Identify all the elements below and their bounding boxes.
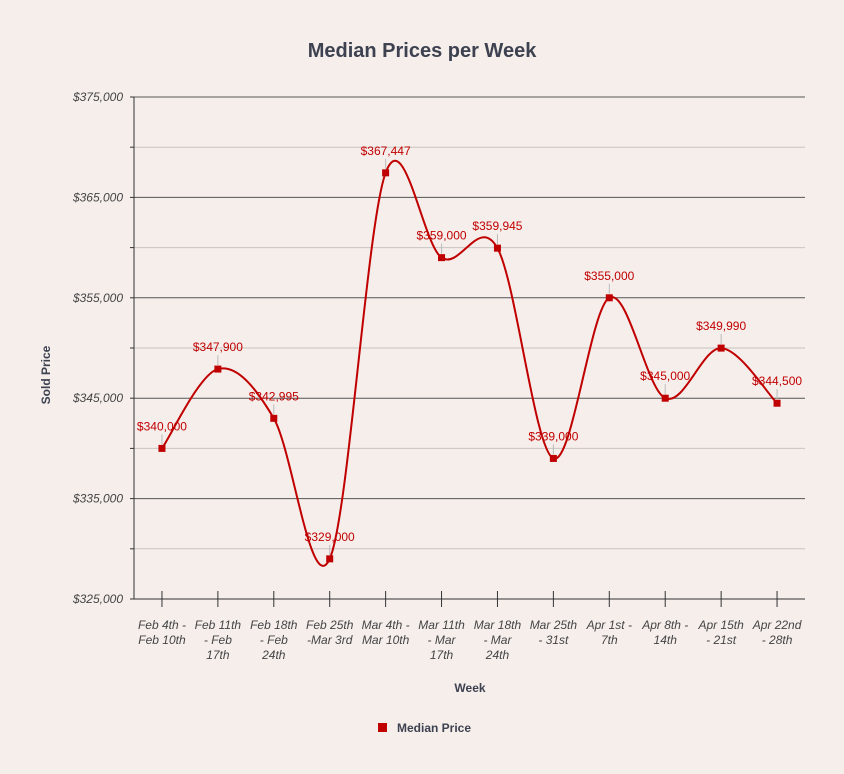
x-tick-label: Feb 11th - Feb 17th <box>195 618 242 662</box>
data-label: $344,500 <box>752 374 802 388</box>
data-point[interactable] <box>382 169 390 177</box>
x-tick-label: Mar 25th - 31st <box>530 618 578 647</box>
x-tick-label: Feb 25th -Mar 3rd <box>306 618 354 647</box>
data-point[interactable] <box>158 444 166 452</box>
legend-swatch <box>378 723 387 732</box>
x-tick-label: Feb 18th - Feb 24th <box>250 618 298 662</box>
x-tick-label: Apr 8th -14th <box>641 618 688 647</box>
x-axis-label: Week <box>454 681 485 695</box>
y-tick-label: $375,000 <box>72 90 123 104</box>
x-tick-label: Apr 15th - 21st <box>697 618 744 647</box>
data-point[interactable] <box>214 365 222 373</box>
y-tick-label: $335,000 <box>72 492 123 506</box>
x-tick-label: Mar 18th - Mar 24th <box>474 618 522 662</box>
legend-label: Median Price <box>397 721 471 735</box>
data-point[interactable] <box>326 555 334 563</box>
data-point[interactable] <box>661 394 669 402</box>
data-labels: $340,000 $347,900 $342,995 $329,000 $367,447… <box>137 144 802 555</box>
data-label: $355,000 <box>584 269 634 283</box>
data-point[interactable] <box>438 254 446 262</box>
data-label: $359,945 <box>472 219 522 233</box>
data-point[interactable] <box>605 294 613 302</box>
data-label: $359,000 <box>417 229 467 243</box>
legend[interactable]: Median Price <box>378 721 471 735</box>
data-point[interactable] <box>493 244 501 252</box>
data-points <box>158 169 781 563</box>
data-label: $340,000 <box>137 419 187 433</box>
data-point[interactable] <box>549 454 557 462</box>
gridlines <box>134 96 805 550</box>
data-label: $345,000 <box>640 369 690 383</box>
data-label: $347,900 <box>193 340 243 354</box>
axes <box>130 96 805 607</box>
data-point[interactable] <box>717 344 725 352</box>
data-label: $367,447 <box>361 144 411 158</box>
y-axis-label: Sold Price <box>39 345 53 404</box>
data-label: $342,995 <box>249 389 299 403</box>
chart-title: Median Prices per Week <box>308 40 538 62</box>
data-label: $349,990 <box>696 319 746 333</box>
data-point[interactable] <box>270 414 278 422</box>
data-point[interactable] <box>773 399 781 407</box>
series-line-median-price <box>161 160 778 567</box>
data-label: $329,000 <box>305 530 355 544</box>
y-tick-label: $365,000 <box>72 190 123 204</box>
y-tick-label: $355,000 <box>72 291 123 305</box>
x-tick-label: Mar 11th - Mar 17th <box>418 618 465 662</box>
y-tick-labels: $325,000 $335,000 $345,000 $355,000 $365,000… <box>72 90 123 606</box>
y-tick-label: $345,000 <box>72 391 123 405</box>
x-tick-label: Apr 22nd - 28th <box>752 618 802 647</box>
x-tick-label: Feb 4th -Feb 10th <box>138 618 186 647</box>
x-tick-label: Apr 1st -7th <box>586 618 632 647</box>
data-label: $339,000 <box>528 429 578 443</box>
x-tick-label: Mar 4th -Mar 10th <box>362 618 410 647</box>
y-tick-label: $325,000 <box>72 592 123 606</box>
